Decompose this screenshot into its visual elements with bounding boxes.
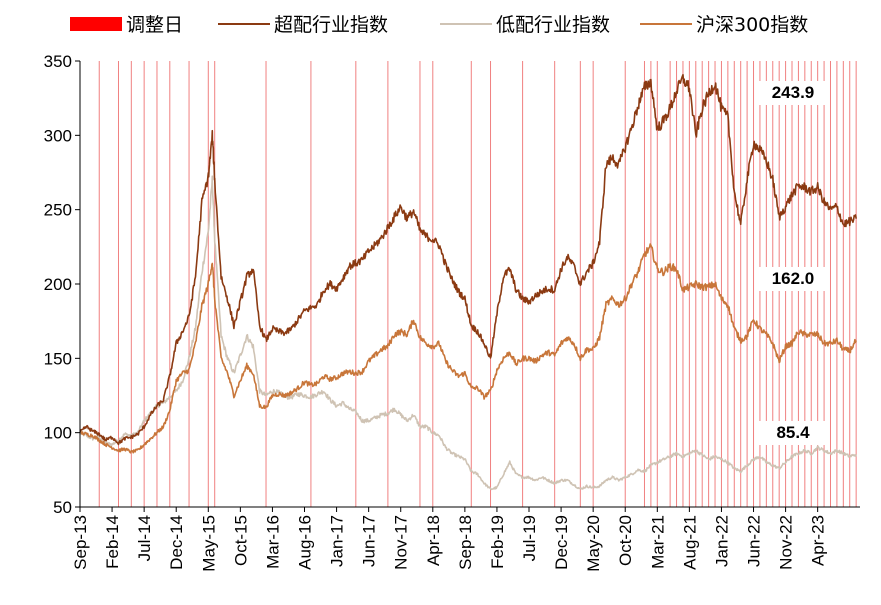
legend-label-3: 沪深300指数 — [696, 14, 808, 36]
x-tick-label-2: Jul-14 — [135, 515, 154, 561]
end-label-bg-2 — [759, 267, 827, 291]
series-line-0 — [79, 73, 857, 446]
x-tick-label-14: Jul-19 — [520, 515, 539, 561]
x-tick-label-3: Dec-14 — [167, 515, 186, 570]
x-tick-label-4: May-15 — [199, 515, 218, 572]
y-tick-label-3: 200 — [44, 275, 72, 294]
x-tick-label-19: Aug-21 — [680, 515, 699, 570]
x-tick-label-7: Aug-16 — [296, 515, 315, 570]
axes: 50 100 150 200 250 300 350 Sep-13 Feb-14 Jul-14 De… — [44, 52, 860, 572]
x-tick-label-0: Sep-13 — [71, 515, 90, 570]
x-tick-label-22: Nov-22 — [777, 515, 796, 570]
x-tick-label-11: Apr-18 — [424, 515, 443, 566]
end-label-1: 85.4 — [776, 423, 810, 442]
x-tick-label-16: May-20 — [584, 515, 603, 572]
x-tick-label-17: Oct-20 — [616, 515, 635, 566]
series-line-2 — [79, 243, 857, 454]
end-label-0: 243.9 — [772, 83, 815, 102]
end-label-bg-1 — [759, 421, 827, 445]
series-layer — [79, 73, 857, 491]
end-labels: 243.9 85.4 162.0 — [759, 81, 827, 445]
legend-label-2: 低配行业指数 — [496, 14, 610, 36]
x-tick-label-1: Feb-14 — [103, 515, 122, 569]
x-tick-label-6: Mar-16 — [263, 515, 282, 569]
x-tick-label-10: Nov-17 — [392, 515, 411, 570]
x-tick-label-13: Feb-19 — [488, 515, 507, 569]
x-tick-label-20: Jan-22 — [712, 515, 731, 567]
y-tick-label-5: 300 — [44, 126, 72, 145]
legend-label-1: 超配行业指数 — [274, 14, 388, 36]
x-tick-label-15: Dec-19 — [552, 515, 571, 570]
y-tick-label-4: 250 — [44, 201, 72, 220]
legend: 调整日 超配行业指数 低配行业指数 沪深300指数 — [70, 14, 808, 36]
y-tick-label-0: 50 — [53, 498, 72, 517]
x-tick-label-18: Mar-21 — [648, 515, 667, 569]
end-label-2: 162.0 — [772, 269, 815, 288]
y-tick-label-6: 350 — [44, 52, 72, 71]
x-tick-label-21: Jun-22 — [745, 515, 764, 567]
x-tick-label-8: Jan-17 — [328, 515, 347, 567]
adjustment-day-lines — [98, 61, 857, 507]
x-tick-label-5: Oct-15 — [231, 515, 250, 566]
x-tick-label-9: Jun-17 — [360, 515, 379, 567]
x-tick-label-12: Sep-18 — [456, 515, 475, 570]
x-tick-label-23: Apr-23 — [809, 515, 828, 566]
legend-swatch-0 — [70, 17, 122, 31]
series-line-1 — [79, 175, 857, 491]
legend-label-0: 调整日 — [126, 14, 183, 36]
end-label-bg-0 — [759, 81, 827, 105]
y-tick-label-1: 100 — [44, 424, 72, 443]
y-tick-label-2: 150 — [44, 349, 72, 368]
